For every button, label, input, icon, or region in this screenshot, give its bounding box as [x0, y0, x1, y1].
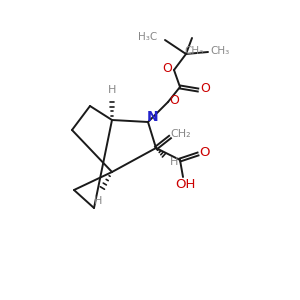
- Text: H: H: [94, 196, 102, 206]
- Text: H₃C: H₃C: [138, 32, 157, 42]
- Text: O: O: [162, 62, 172, 76]
- Text: H: H: [170, 157, 178, 167]
- Text: N: N: [147, 110, 159, 124]
- Text: H: H: [108, 85, 116, 95]
- Text: OH: OH: [175, 178, 195, 191]
- Text: O: O: [200, 82, 210, 95]
- Text: CH₃: CH₃: [210, 46, 229, 56]
- Text: O: O: [200, 146, 210, 158]
- Text: CH₂: CH₂: [171, 129, 191, 139]
- Text: O: O: [169, 94, 179, 106]
- Text: CH₃: CH₃: [184, 46, 204, 56]
